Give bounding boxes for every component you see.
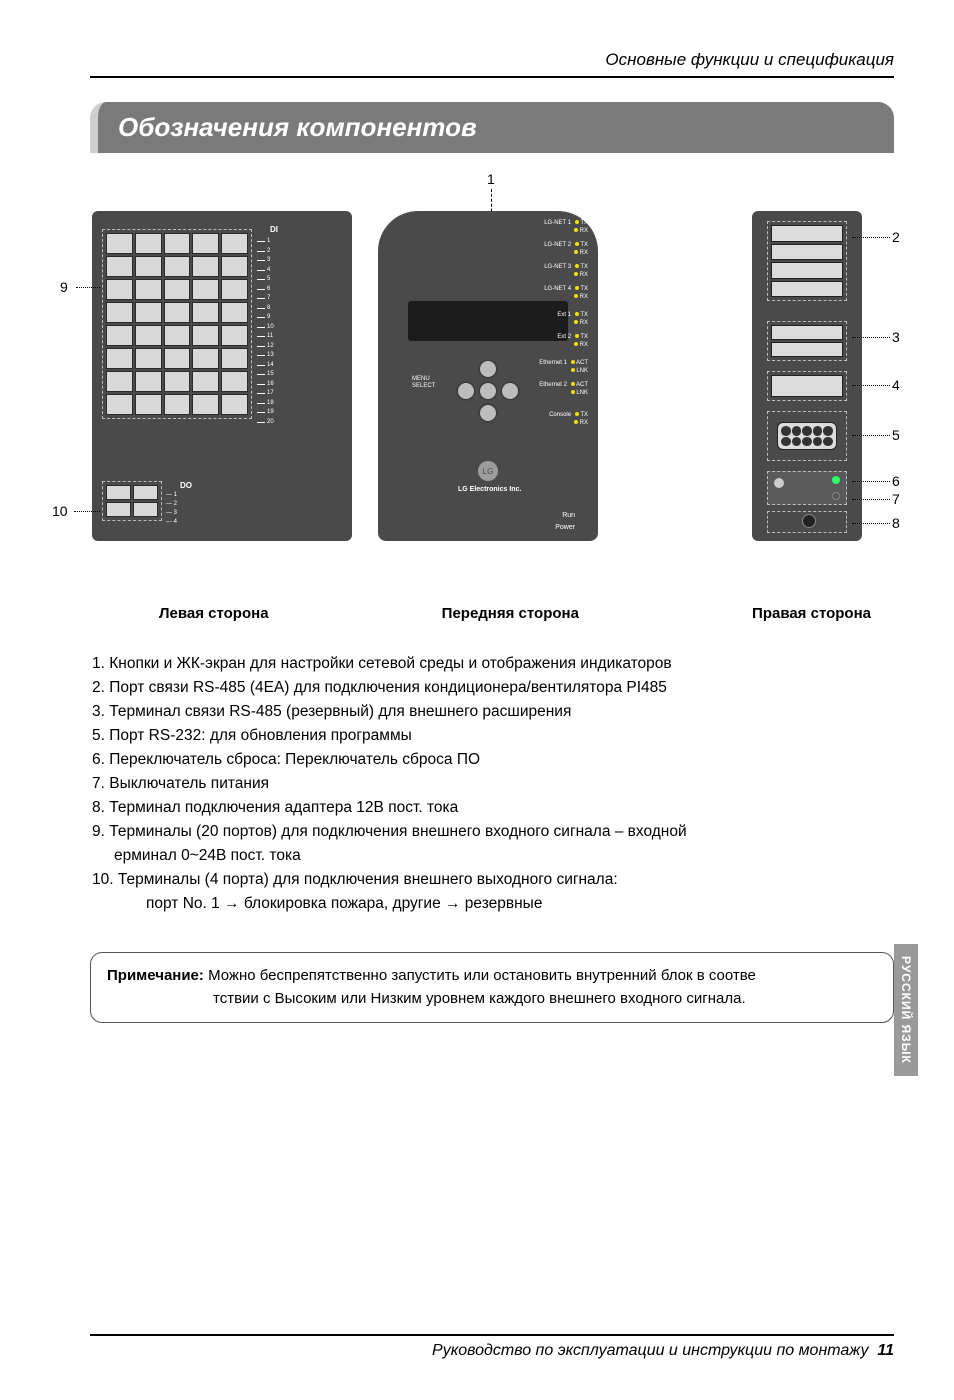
footer-page-number: 11	[877, 1342, 894, 1359]
callout-2-leader	[852, 237, 890, 238]
note-box: Примечание: Можно беспрепятственно запус…	[90, 952, 894, 1023]
di-terminal-block	[102, 229, 252, 419]
list-item-9b: ерминал 0~24В пост. тока	[92, 844, 892, 868]
lg-logo-subtitle: LG Electronics Inc.	[458, 486, 521, 493]
left-view-label: Левая сторона	[159, 605, 269, 622]
up-button[interactable]	[480, 361, 496, 377]
callout-1: 1	[487, 171, 495, 187]
callout-10: 10	[52, 503, 68, 519]
callout-8: 8	[892, 515, 900, 531]
rs232-port	[767, 411, 847, 461]
section-title: Обозначения компонентов	[90, 102, 894, 153]
rs485-ports	[767, 221, 847, 301]
list-item-6: 6. Переключатель сброса: Переключатель с…	[92, 748, 892, 772]
power-off-indicator	[832, 492, 840, 500]
front-led-labels: LG-NET 1 TX RX LG-NET 2 TX RX LG-NET 3 T…	[539, 219, 588, 433]
menu-select-label: MENU SELECT	[412, 376, 435, 390]
front-panel: MENU SELECT LG LG Electronics Inc. LG-NE…	[378, 211, 598, 541]
ext-ports	[767, 321, 847, 361]
di-row-numbers: 1 2 3 4 5 6 7 8 9 10 11 12 13 14 15 16 1…	[257, 237, 274, 427]
callout-2: 2	[892, 229, 900, 245]
callout-5-leader	[852, 435, 890, 436]
list-item-2: 2. Порт связи RS-485 (4ЕА) для подключен…	[92, 676, 892, 700]
numbered-feature-list: 1. Кнопки и ЖК-экран для настройки сетев…	[92, 652, 892, 916]
language-tab: РУССКИЙ ЯЗЫК	[894, 944, 918, 1076]
dc-jack-icon	[802, 514, 816, 528]
list-item-3: 3. Терминал связи RS-485 (резервный) для…	[92, 700, 892, 724]
left-button[interactable]	[458, 383, 474, 399]
power-on-indicator	[832, 476, 840, 484]
list-item-10a: 10. Терминалы (4 порта) для подключения …	[92, 868, 892, 892]
callout-6: 6	[892, 473, 900, 489]
callout-3: 3	[892, 329, 900, 345]
list-item-8: 8. Терминал подключения адаптера 12В пос…	[92, 796, 892, 820]
callout-4-leader	[852, 385, 890, 386]
note-line2: тствии с Высоким или Низким уровнем кажд…	[107, 988, 877, 1011]
callout-7: 7	[892, 491, 900, 507]
front-view-label: Передняя сторона	[442, 605, 579, 622]
left-side-panel: 9 10 DI 1 2 3 4 5 6 7 8 9	[92, 211, 352, 541]
callout-3-leader	[852, 337, 890, 338]
do-label: DO	[180, 481, 192, 490]
list-item-1: 1. Кнопки и ЖК-экран для настройки сетев…	[92, 652, 892, 676]
right-view-label: Правая сторона	[752, 605, 871, 622]
callout-6-leader	[852, 481, 890, 482]
callout-10-leader	[74, 511, 100, 512]
callout-7-leader	[852, 499, 890, 500]
di-label: DI	[270, 225, 278, 234]
callout-5: 5	[892, 427, 900, 443]
right-button[interactable]	[502, 383, 518, 399]
ethernet-port	[767, 371, 847, 401]
callout-9-leader	[76, 287, 100, 288]
do-row-numbers: — 1 — 2 — 3 — 4	[166, 491, 177, 527]
center-button[interactable]	[480, 383, 496, 399]
power-led-label: Power	[555, 524, 582, 531]
run-led-label: Run	[562, 512, 582, 519]
dpad-navigation	[458, 361, 518, 421]
page-header: Основные функции и спецификация	[90, 50, 894, 78]
reset-switch[interactable]	[774, 478, 784, 488]
list-item-9a: 9. Терминалы (20 портов) для подключения…	[92, 820, 892, 844]
callout-8-leader	[852, 523, 890, 524]
callout-4: 4	[892, 377, 900, 393]
callout-9: 9	[60, 279, 68, 295]
list-item-10b: порт No. 1 → блокировка пожара, другие →…	[92, 892, 892, 916]
component-diagram: 1 9 10 DI 1 2 3 4 5 6 7	[92, 171, 892, 591]
down-button[interactable]	[480, 405, 496, 421]
view-labels-row: Левая сторона Передняя сторона Правая ст…	[117, 605, 867, 622]
list-item-5: 5. Порт RS-232: для обновления программы	[92, 724, 892, 748]
note-label: Примечание:	[107, 967, 204, 984]
note-line1: Можно беспрепятственно запустить или ост…	[204, 967, 756, 984]
page-footer: Руководство по эксплуатации и инструкции…	[90, 1334, 894, 1360]
lg-logo-icon: LG	[478, 461, 498, 481]
footer-text: Руководство по эксплуатации и инструкции…	[432, 1342, 868, 1359]
right-side-panel	[752, 211, 862, 541]
list-item-7: 7. Выключатель питания	[92, 772, 892, 796]
reset-power-box	[767, 471, 847, 505]
do-terminal-block	[102, 481, 162, 521]
